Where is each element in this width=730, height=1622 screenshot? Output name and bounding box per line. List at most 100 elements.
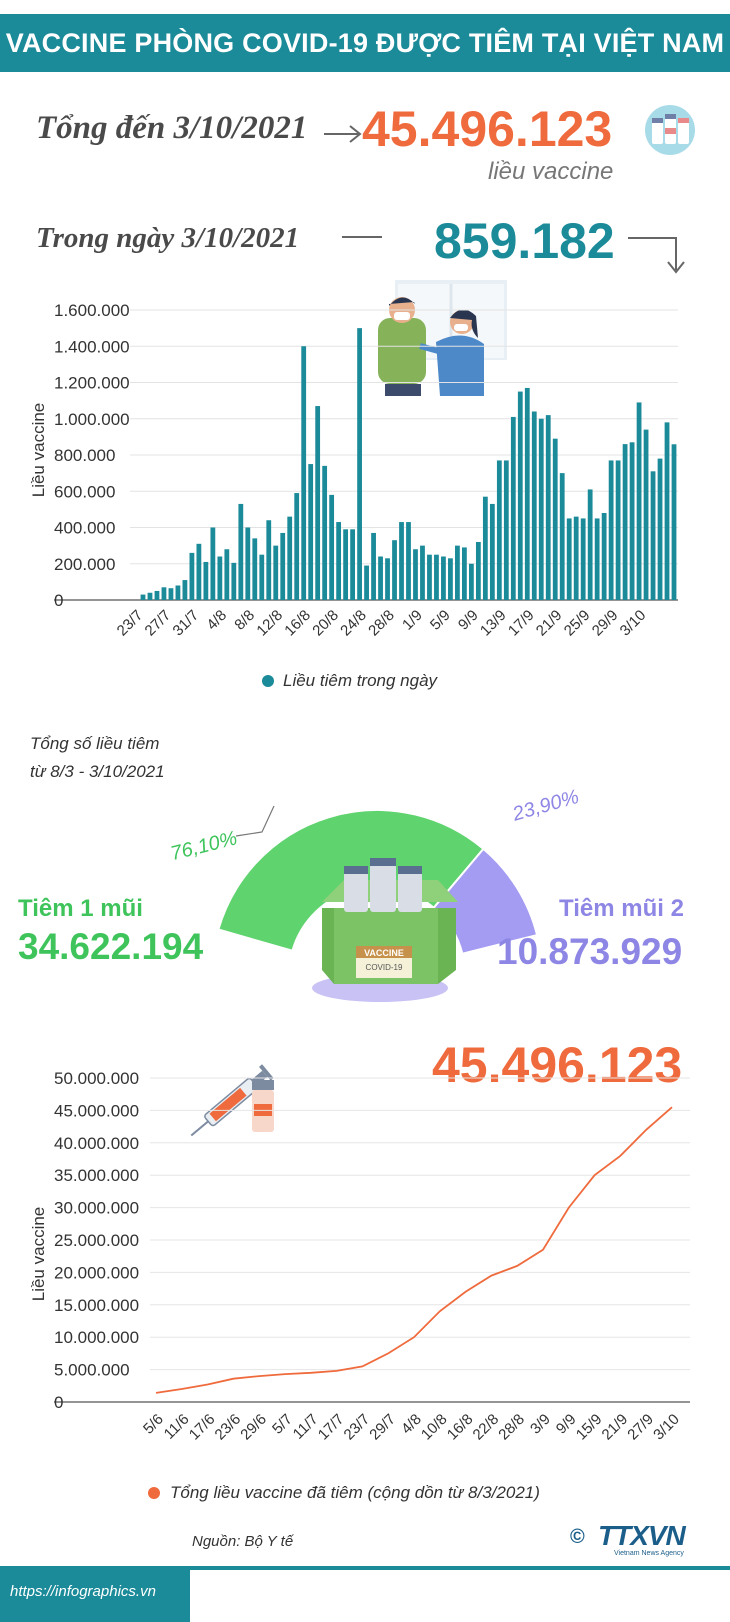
page-title: VACCINE PHÒNG COVID-19 ĐƯỢC TIÊM TẠI VIỆ…	[5, 28, 725, 58]
day-value: 859.182	[434, 213, 615, 269]
bar-legend: Liều tiêm trong ngày	[262, 671, 437, 691]
bar	[357, 328, 362, 600]
line-x-tick-label: 27/9	[624, 1411, 657, 1444]
bar	[462, 547, 467, 600]
bar-x-tick-label: 23/7	[114, 607, 147, 640]
bar	[287, 516, 293, 600]
ttxvn-logo-sub: Vietnam News Agency	[614, 1550, 684, 1557]
line-x-tick-label: 11/7	[290, 1411, 322, 1443]
bar	[168, 588, 174, 600]
line-y-tick-label: 25.000.000	[54, 1231, 139, 1250]
bar	[350, 529, 355, 600]
box-label-vaccine: VACCINE	[364, 948, 404, 958]
bar-y-tick-label: 400.000	[54, 519, 115, 538]
bar	[552, 438, 558, 600]
bar-x-tick-label: 3/10	[617, 607, 650, 640]
bar-y-tick-label: 0	[54, 591, 63, 610]
bar	[231, 562, 237, 600]
bar	[280, 532, 286, 600]
bar	[385, 558, 390, 600]
footer-url-bar	[0, 1570, 190, 1622]
bar-y-tick-label: 600.000	[54, 482, 115, 501]
dose2-label: Tiêm mũi 2	[559, 895, 684, 922]
bar-x-tick-label: 25/9	[561, 607, 594, 640]
bar	[427, 554, 432, 600]
bar-x-tick-label: 21/9	[533, 607, 566, 640]
bar	[329, 494, 335, 600]
line-x-tick-label: 29/7	[366, 1411, 399, 1444]
bar-x-tick-label: 24/8	[337, 607, 370, 640]
dose-pie-chart: VACCINE COVID-19 76,10% 23,90%	[168, 786, 582, 1002]
bar-x-tick-label: 16/8	[281, 607, 314, 640]
total-label: Tổng đến 3/10/2021	[36, 110, 308, 146]
bar	[238, 503, 244, 600]
copyright-symbol: ©	[570, 1526, 585, 1548]
bar	[657, 458, 663, 600]
bar-x-tick-label: 28/8	[365, 607, 398, 640]
bar	[392, 540, 397, 600]
bar	[566, 518, 572, 600]
arrow-down-right-icon	[628, 237, 685, 274]
bar	[308, 464, 314, 600]
line-x-tick-label: 17/6	[186, 1411, 219, 1444]
bar	[196, 543, 202, 600]
box-label-covid: COVID-19	[366, 963, 403, 972]
line-x-tick-label: 3/9	[527, 1411, 554, 1438]
bar	[161, 587, 167, 600]
bar	[455, 545, 460, 600]
line-y-axis-label: Liều vaccine	[29, 1207, 48, 1302]
cumulative-series-line	[155, 1106, 673, 1394]
arrow-right-icon	[324, 125, 362, 143]
bar	[266, 520, 272, 600]
bar	[475, 542, 481, 600]
bar	[524, 387, 530, 600]
line-y-tick-label: 30.000.000	[54, 1199, 139, 1218]
bar-x-tick-label: 1/9	[399, 607, 426, 634]
bar	[182, 580, 188, 600]
cumulative-total: 45.496.123	[432, 1037, 683, 1093]
bar-y-tick-label: 200.000	[54, 555, 115, 574]
bar	[573, 516, 579, 600]
bar	[420, 545, 425, 600]
vaccination-illustration	[378, 280, 507, 396]
bar	[545, 415, 551, 600]
dose1-value: 34.622.194	[18, 926, 204, 967]
dose2-value: 10.873.929	[497, 931, 683, 972]
bar	[482, 496, 488, 600]
bar-x-tick-label: 17/9	[505, 607, 538, 640]
bar	[622, 444, 628, 600]
line-x-tick-label: 10/8	[418, 1411, 451, 1444]
bar-x-tick-label: 5/9	[427, 607, 454, 634]
source-text: Nguồn: Bộ Y tế	[192, 1533, 294, 1550]
dose1-label: Tiêm 1 mũi	[18, 895, 143, 922]
bar	[294, 493, 300, 600]
bar-y-axis-label: Liều vaccine	[29, 403, 48, 498]
bar	[671, 444, 677, 600]
legend-dot-icon	[148, 1487, 160, 1499]
bar	[629, 442, 635, 600]
bar-x-tick-label: 12/8	[253, 607, 286, 640]
line-y-tick-label: 40.000.000	[54, 1134, 139, 1153]
footer-url[interactable]: https://infographics.vn	[10, 1583, 156, 1600]
bar-x-tick-label: 4/8	[203, 607, 230, 634]
bar	[203, 561, 209, 600]
bar	[643, 429, 649, 600]
ttxvn-logo: TTXVN	[598, 1520, 686, 1551]
bar-x-tick-label: 27/7	[142, 607, 175, 640]
bar	[245, 527, 251, 600]
bar	[175, 585, 181, 600]
line-y-tick-label: 5.000.000	[54, 1361, 130, 1380]
bar	[315, 406, 321, 600]
dash-icon	[342, 236, 382, 238]
bar	[371, 532, 376, 600]
bar	[336, 522, 342, 600]
bar	[468, 563, 474, 600]
syringe-illustration	[190, 1064, 274, 1137]
line-x-tick-label: 23/6	[212, 1411, 245, 1444]
bar	[448, 558, 453, 600]
total-unit: liều vaccine	[488, 158, 614, 185]
line-x-tick-label: 16/8	[444, 1411, 477, 1444]
bar	[601, 513, 607, 600]
legend-dot-icon	[262, 675, 274, 687]
bar-legend-label: Liều tiêm trong ngày	[283, 671, 438, 690]
